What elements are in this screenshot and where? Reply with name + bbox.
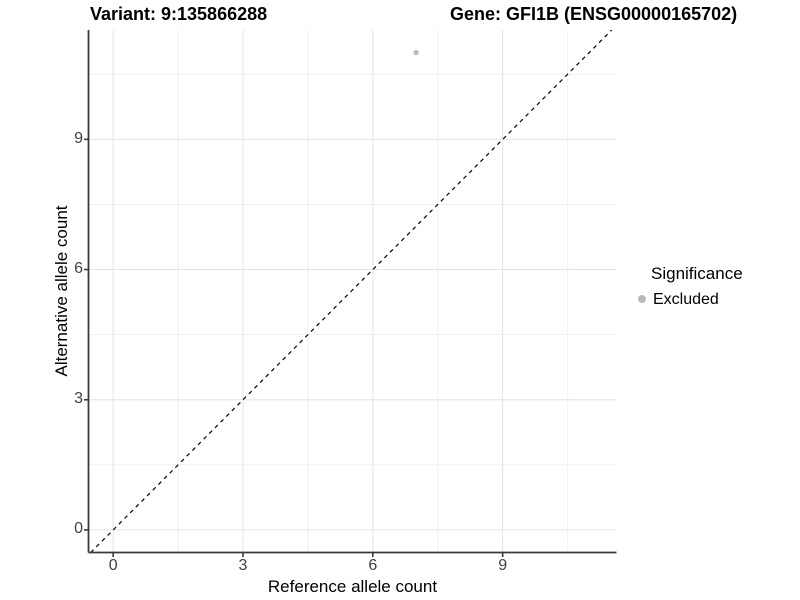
data-point: [413, 49, 419, 56]
x-tick-label: 3: [238, 557, 248, 574]
gene-title: Gene: GFI1B (ENSG00000165702): [450, 4, 738, 24]
y-tick-label: 9: [74, 129, 83, 147]
x-axis-title: Reference allele count: [267, 577, 438, 596]
y-tick-label: 0: [74, 520, 83, 538]
x-tick-label: 0: [108, 557, 118, 574]
legend-item-label: Excluded: [653, 291, 719, 308]
y-axis-title: Alternative allele count: [52, 205, 71, 377]
y-tick-label: 6: [74, 260, 83, 278]
y-tick-label: 3: [74, 390, 83, 408]
x-tick-label: 9: [498, 557, 508, 574]
legend-title: Significance: [651, 264, 743, 283]
variant-title: Variant: 9:135866288: [90, 4, 268, 24]
x-tick-label: 6: [368, 557, 378, 574]
legend-key-dot-icon: [638, 295, 646, 303]
identity-line: [90, 29, 613, 553]
